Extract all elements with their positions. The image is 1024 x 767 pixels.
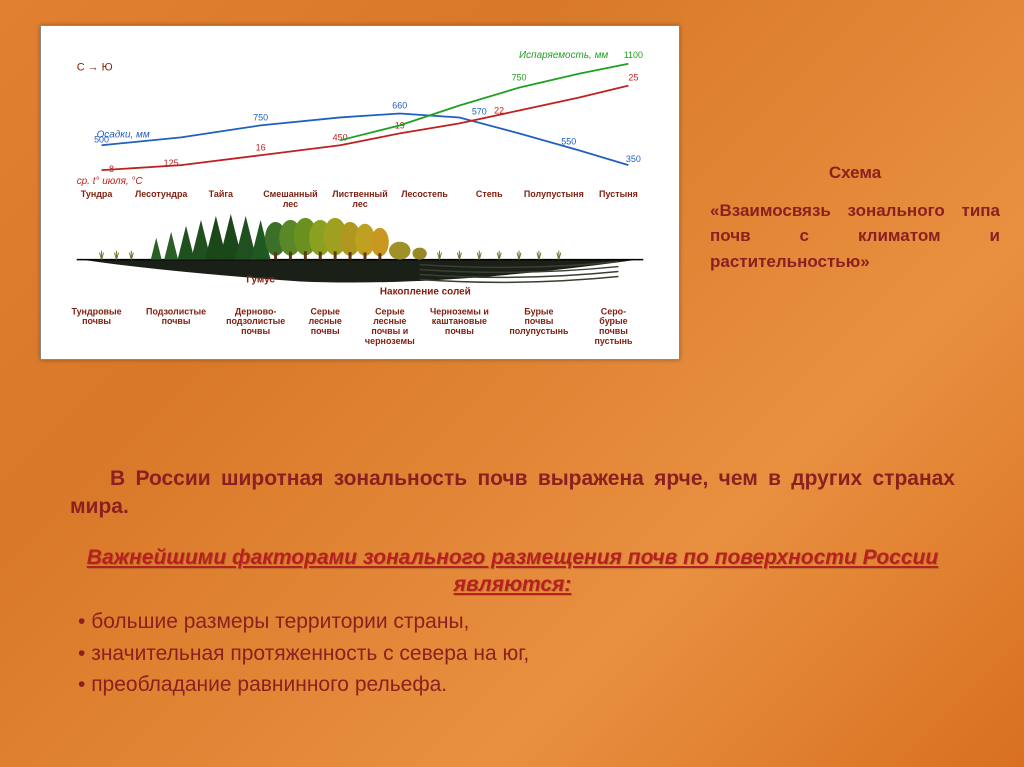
svg-text:450: 450	[333, 132, 348, 142]
svg-text:550: 550	[561, 136, 576, 146]
svg-text:Степь: Степь	[476, 189, 503, 199]
factors-heading: Важнейшими факторами зонального размещен…	[70, 544, 955, 599]
svg-text:Серыелесныепочвы: Серыелесныепочвы	[309, 306, 342, 336]
caption-body: «Взаимосвязь зонального типа почв с клим…	[710, 198, 1000, 275]
svg-text:750: 750	[512, 73, 527, 83]
svg-text:750: 750	[253, 112, 268, 122]
svg-text:Тайга: Тайга	[209, 189, 234, 199]
svg-text:Накопление солей: Накопление солей	[380, 286, 471, 297]
list-item: большие размеры территории страны,	[78, 606, 955, 638]
svg-text:500: 500	[94, 134, 109, 144]
svg-text:25: 25	[628, 73, 638, 83]
list-item: преобладание равнинного рельефа.	[78, 669, 955, 701]
paragraph-intro: В России широтная зональность почв выраж…	[70, 465, 955, 522]
svg-text:ср. t° июля, °C: ср. t° июля, °C	[77, 176, 144, 187]
svg-text:125: 125	[164, 158, 179, 168]
svg-text:1100: 1100	[624, 50, 643, 60]
svg-text:Лесостепь: Лесостепь	[401, 189, 448, 199]
svg-text:660: 660	[392, 101, 407, 111]
svg-text:16: 16	[256, 142, 266, 152]
svg-text:Тундра: Тундра	[81, 189, 114, 199]
svg-text:Полупустыня: Полупустыня	[524, 189, 584, 199]
svg-text:Пустыня: Пустыня	[599, 189, 638, 199]
soil-zone-diagram: С → ЮОсадки, мм500750660570550350ср. t° …	[41, 26, 679, 359]
svg-text:Испаряемость, мм: Испаряемость, мм	[519, 50, 608, 61]
svg-text:С → Ю: С → Ю	[77, 62, 113, 74]
svg-text:350: 350	[626, 154, 641, 164]
svg-text:570: 570	[472, 106, 487, 116]
svg-text:Лесотундра: Лесотундра	[135, 189, 188, 199]
diagram-caption: Схема «Взаимосвязь зонального типа почв …	[710, 160, 1000, 274]
body-text: В России широтная зональность почв выраж…	[70, 465, 955, 701]
factors-list: большие размеры территории страны, значи…	[70, 606, 955, 701]
svg-text:22: 22	[494, 105, 504, 115]
caption-title: Схема	[710, 160, 1000, 186]
svg-text:Гумус: Гумус	[246, 274, 275, 285]
list-item: значительная протяженность с севера на ю…	[78, 638, 955, 670]
svg-text:8: 8	[109, 164, 114, 174]
diagram-container: С → ЮОсадки, мм500750660570550350ср. t° …	[40, 25, 680, 360]
